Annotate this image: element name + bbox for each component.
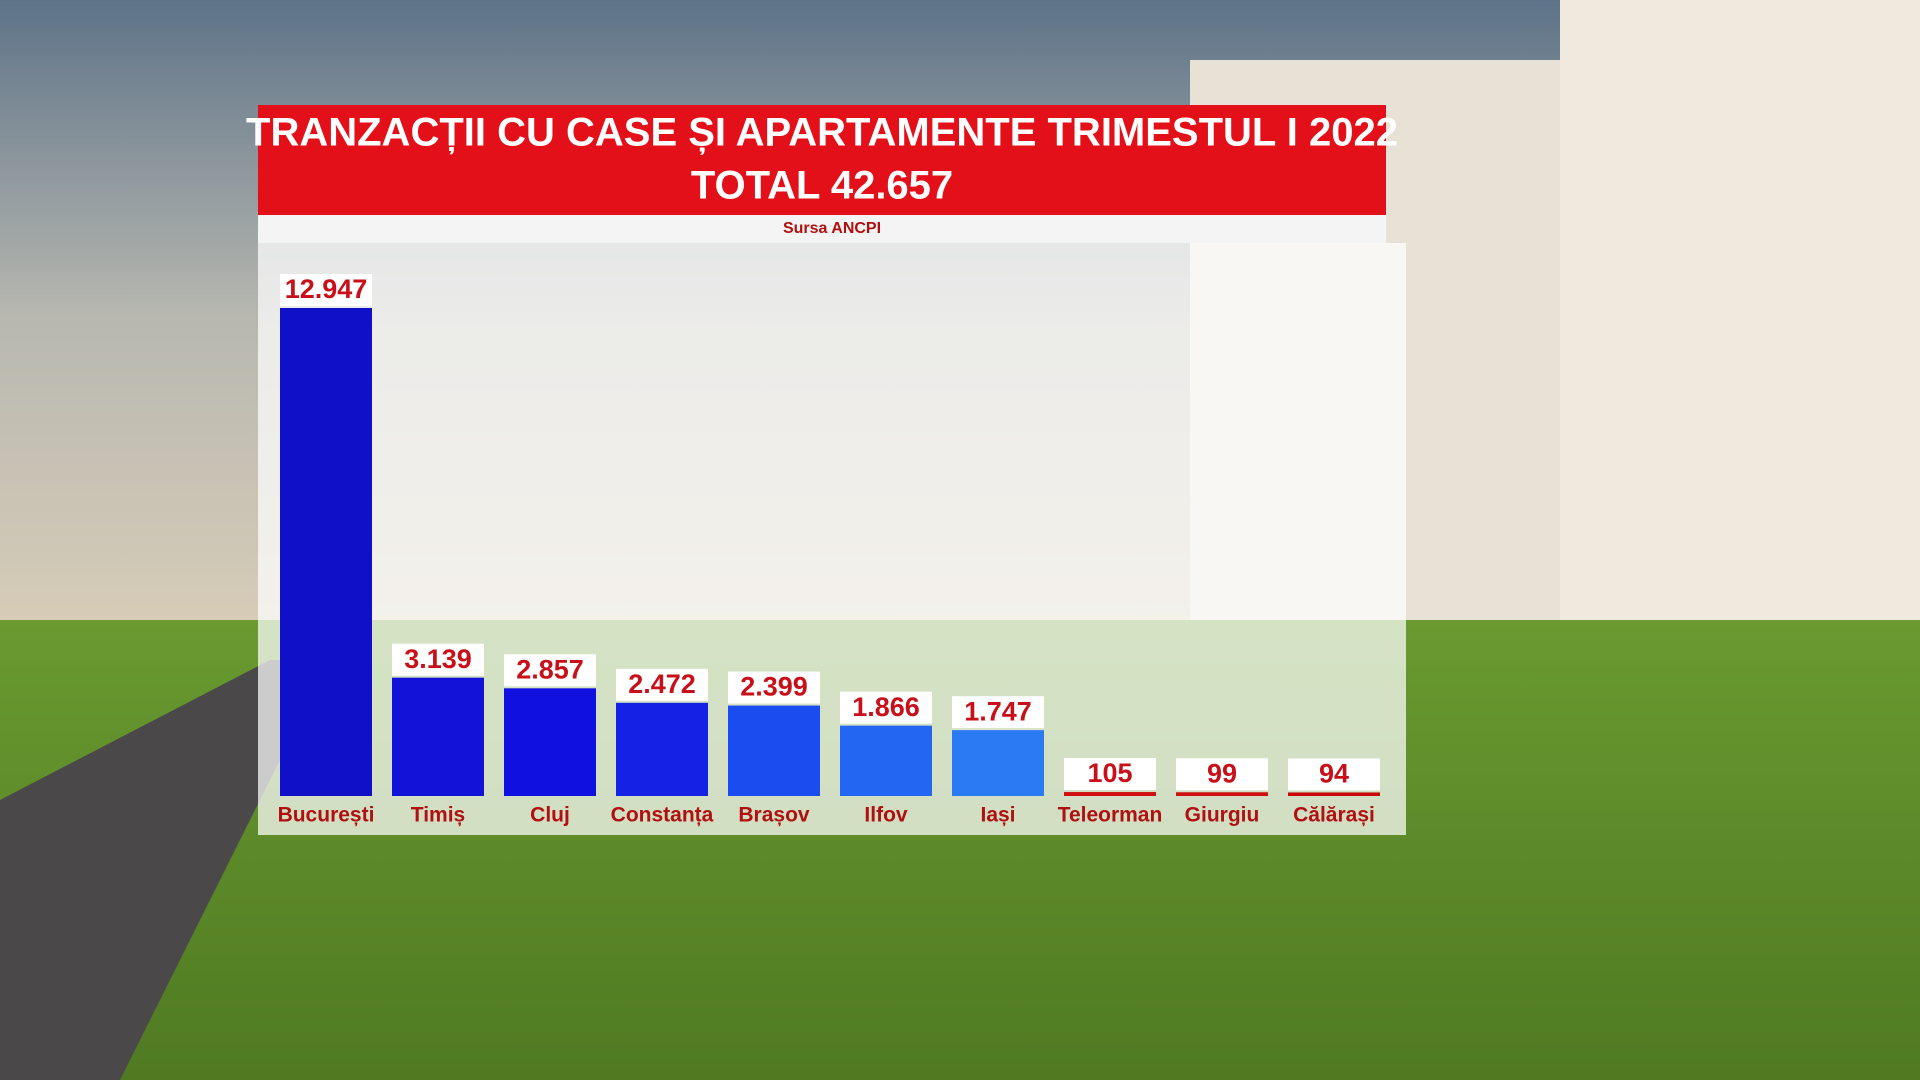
value-label: 94 <box>1319 759 1349 789</box>
x-tick-label: Cluj <box>530 804 570 827</box>
path <box>0 660 330 1080</box>
value-label-box <box>280 274 372 306</box>
value-label: 99 <box>1207 758 1237 788</box>
bar <box>280 308 372 796</box>
value-label-box <box>952 696 1044 729</box>
x-tick-label: Călărași <box>1293 804 1375 827</box>
value-label-box <box>1064 758 1156 791</box>
bar <box>1064 792 1156 796</box>
value-label: 2.857 <box>516 654 584 684</box>
value-label-box <box>1176 758 1268 791</box>
value-label: 1.747 <box>964 696 1032 726</box>
x-tick-label: Giurgiu <box>1185 804 1260 827</box>
value-label-box <box>728 671 820 704</box>
chart-title: TRANZACȚII CU CASE ȘI APARTAMENTE TRIMES… <box>246 111 1398 155</box>
value-label-box <box>1288 758 1380 791</box>
x-tick-label: Ilfov <box>864 804 907 827</box>
bar <box>728 705 820 796</box>
value-label: 12.947 <box>285 274 368 304</box>
bar <box>952 730 1044 796</box>
value-label-box <box>840 691 932 724</box>
x-tick-label: Brașov <box>738 804 810 827</box>
bar <box>1176 792 1268 796</box>
value-label-box <box>504 654 596 687</box>
value-label: 3.139 <box>404 644 472 674</box>
chart-subtitle: TOTAL 42.657 <box>691 164 953 208</box>
bar <box>504 688 596 796</box>
value-label: 2.472 <box>628 669 696 699</box>
x-tick-label: Constanța <box>611 804 714 827</box>
value-label-box <box>392 643 484 676</box>
x-tick-label: București <box>278 804 375 827</box>
x-tick-label: Timiș <box>411 804 465 827</box>
bar <box>840 725 932 796</box>
x-tick-label: Teleorman <box>1058 804 1163 827</box>
value-label: 1.866 <box>852 692 920 722</box>
bar <box>392 677 484 796</box>
value-label: 2.399 <box>740 672 808 702</box>
bar <box>1288 792 1380 796</box>
x-tick-label: Iași <box>980 804 1015 827</box>
value-label-box <box>616 668 708 701</box>
source-strip <box>258 215 1386 243</box>
bar <box>616 702 708 796</box>
building <box>1560 0 1920 630</box>
value-label: 105 <box>1087 758 1132 788</box>
source: Sursa ANCPI <box>783 220 881 237</box>
title-banner <box>258 105 1386 215</box>
